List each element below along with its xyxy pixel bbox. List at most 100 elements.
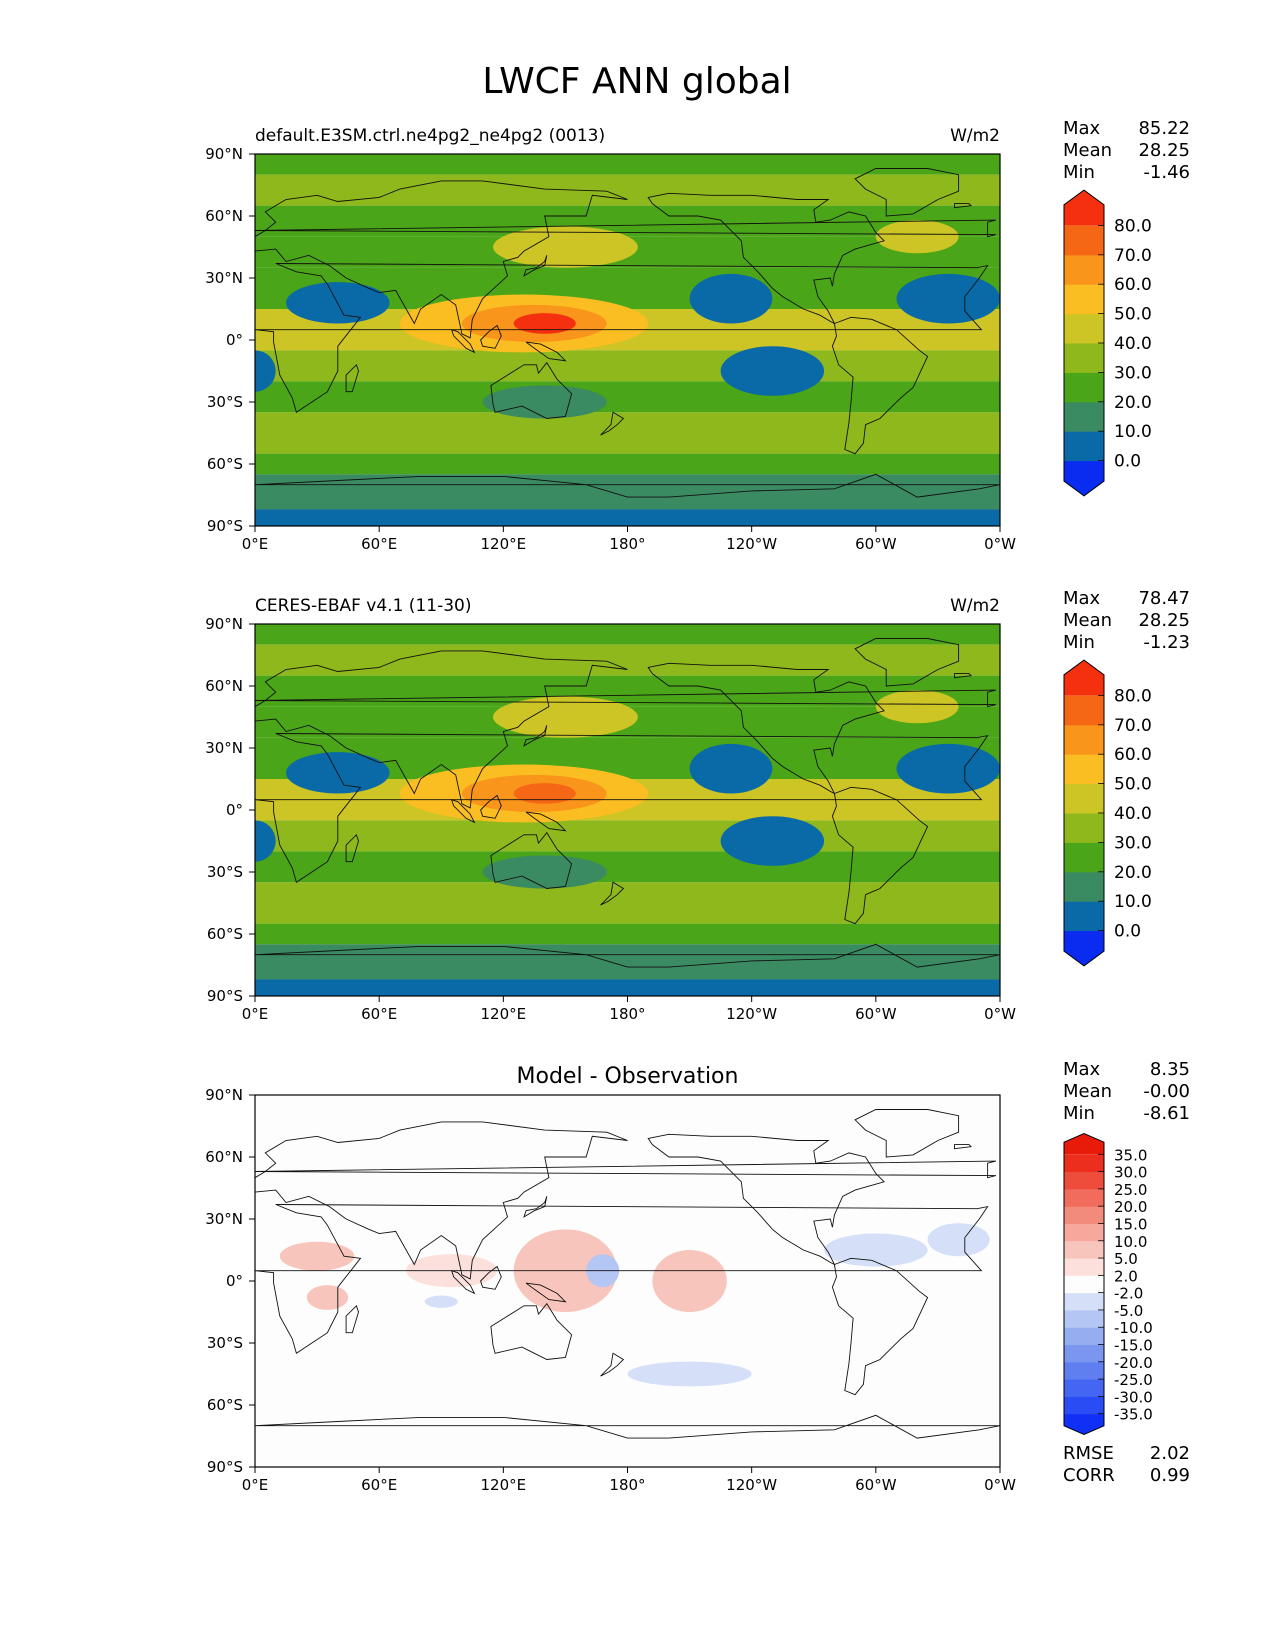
coastline	[831, 786, 929, 925]
lat-tick-label: 60°S	[207, 455, 243, 473]
coastline	[523, 725, 548, 747]
lat-tick-label: 60°N	[205, 1148, 243, 1166]
map-panel-1: default.E3SM.ctrl.ne4pg2_ne4pg2 (0013) W/…	[205, 118, 1190, 553]
colorbar-segment	[1064, 1223, 1104, 1242]
field-patch	[482, 855, 607, 889]
colorbar-label: 50.0	[1114, 305, 1152, 325]
panel-title: CERES-EBAF v4.1 (11-30)	[255, 596, 471, 616]
lon-tick-label: 0°W	[984, 535, 1016, 553]
colorbar-segment	[1064, 254, 1104, 285]
colorbar-label: 35.0	[1114, 1146, 1147, 1164]
field-patch	[927, 1223, 990, 1257]
units-label: W/m2	[950, 596, 1000, 616]
colorbar-segment	[1064, 813, 1104, 843]
field-patch	[875, 220, 959, 254]
coastline	[255, 733, 989, 884]
colorbar-label: -20.0	[1114, 1354, 1153, 1372]
colorbar-label: 15.0	[1114, 1215, 1147, 1233]
colorbar-segment	[1064, 754, 1104, 785]
stat-label: Min	[1063, 162, 1095, 183]
colorbar-label: 80.0	[1114, 686, 1152, 706]
colorbar-label: -5.0	[1114, 1302, 1143, 1320]
lat-tick-label: 60°S	[207, 1396, 243, 1414]
field-band	[255, 412, 1000, 454]
lat-tick-label: 90°S	[207, 1458, 243, 1476]
coastline	[255, 1160, 997, 1179]
field-patch	[492, 696, 638, 738]
lon-tick-label: 120°E	[481, 1476, 527, 1494]
lat-tick-label: 30°S	[207, 863, 243, 881]
colorbar-segment	[1064, 1206, 1104, 1224]
field-patch	[689, 743, 773, 794]
coastline	[854, 1109, 960, 1158]
coastline	[954, 673, 972, 679]
field-patch	[896, 273, 1000, 324]
coastline	[647, 192, 885, 325]
field-patch	[424, 1295, 458, 1308]
colorbar-label: 30.0	[1114, 833, 1152, 853]
coastline	[600, 881, 625, 906]
field-band	[255, 944, 1000, 980]
field-band	[255, 923, 1000, 945]
colorbar-segment	[1064, 1361, 1104, 1380]
colorbar-label: 10.0	[1114, 1233, 1147, 1251]
coastline	[954, 203, 972, 209]
stat-label: Mean	[1063, 140, 1112, 161]
colorbar-segment	[1064, 1154, 1104, 1173]
colorbar-outline	[1063, 659, 1105, 967]
field-patch	[896, 743, 1000, 794]
coastline	[480, 1265, 502, 1290]
lat-tick-label: 90°S	[207, 517, 243, 535]
coastline	[345, 833, 359, 863]
stat-label: Max	[1063, 1059, 1101, 1080]
colorbar-outline	[1063, 1132, 1105, 1436]
coastline	[255, 1204, 989, 1355]
map-panel-3: Model - Observation 0°E 60°E 120°E 180° 120°W…	[205, 1059, 1190, 1494]
colorbar-label: 50.0	[1114, 775, 1152, 795]
field-patch	[513, 783, 576, 804]
colorbar-label: -30.0	[1114, 1388, 1153, 1406]
lon-tick-label: 120°W	[726, 1476, 777, 1494]
field-patch	[279, 1241, 355, 1271]
lon-tick-label: 120°E	[481, 535, 527, 553]
colorbar-label: 10.0	[1114, 422, 1152, 442]
colorbar-segment	[1064, 1275, 1104, 1294]
units-label: W/m2	[950, 126, 1000, 146]
field-band	[255, 474, 1000, 510]
colorbar-segment	[1064, 284, 1104, 315]
colorbar-segment	[1064, 401, 1104, 432]
field-background	[255, 1095, 1000, 1467]
coastline	[255, 689, 997, 708]
stat-label: Mean	[1063, 610, 1112, 631]
colorbar-label: 30.0	[1114, 363, 1152, 383]
lon-tick-label: 180°	[609, 1476, 645, 1494]
lon-tick-label: 120°W	[726, 1005, 777, 1023]
coastline	[255, 473, 1000, 498]
colorbar-segment	[1064, 313, 1104, 344]
colorbar-label: 20.0	[1114, 1198, 1147, 1216]
lat-tick-label: 30°N	[205, 1210, 243, 1228]
stat-value: -8.61	[1143, 1103, 1190, 1124]
metric-value: 0.99	[1150, 1465, 1190, 1486]
field-patch	[875, 690, 959, 724]
coastline	[450, 798, 476, 824]
colorbar-segment	[1064, 1413, 1104, 1435]
figure-title: LWCF ANN global	[482, 61, 791, 102]
lat-tick-label: 30°N	[205, 269, 243, 287]
field-band	[255, 509, 1000, 526]
lon-tick-label: 60°E	[361, 1476, 397, 1494]
coastline	[854, 638, 960, 687]
colorbar-label: -15.0	[1114, 1337, 1153, 1355]
colorbar-label: 0.0	[1114, 452, 1141, 472]
coastline	[480, 794, 502, 819]
colorbar-segment	[1064, 842, 1104, 873]
lon-tick-label: 60°W	[855, 535, 897, 553]
coastline	[255, 219, 997, 238]
metric-value: 2.02	[1150, 1443, 1190, 1464]
field-band	[255, 851, 1000, 883]
coastline	[525, 341, 567, 362]
coastline	[831, 316, 929, 455]
lat-tick-label: 60°S	[207, 925, 243, 943]
stat-value: -1.46	[1143, 162, 1190, 183]
